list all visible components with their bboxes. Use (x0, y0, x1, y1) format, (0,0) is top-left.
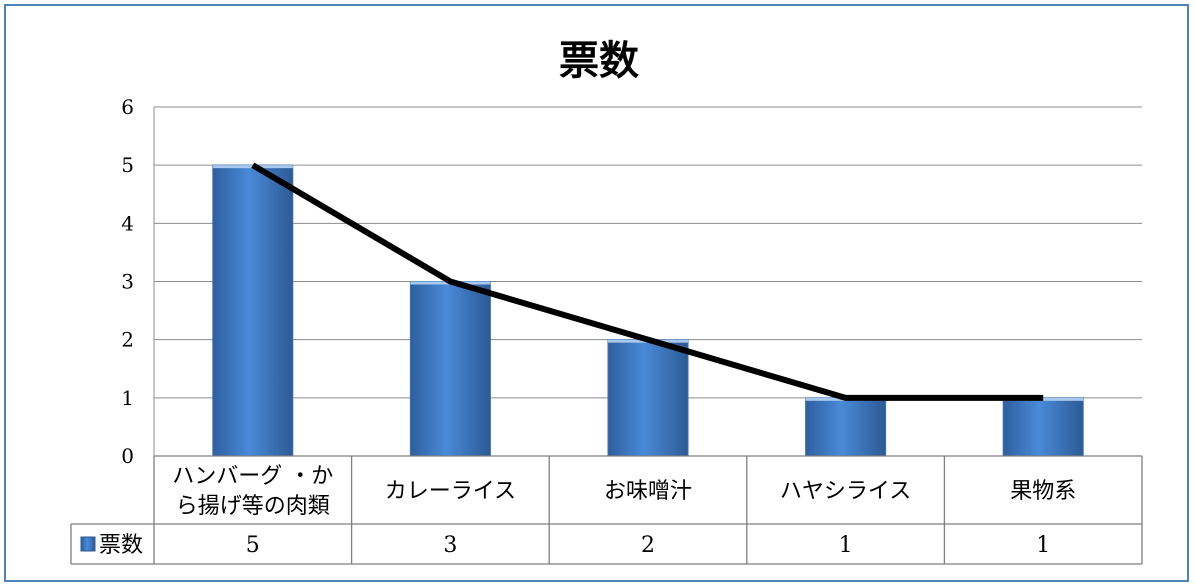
chart-title: 票数 (559, 37, 639, 84)
legend-label: 票数 (99, 533, 143, 558)
bar (1002, 397, 1084, 457)
trend-line (251, 162, 1044, 401)
y-tick-label: 6 (121, 95, 134, 119)
legend: 票数 (80, 533, 143, 558)
data-table-value: 5 (246, 533, 260, 558)
y-axis-ticks: 0 1 2 3 4 5 6 (121, 95, 134, 468)
y-tick-label: 3 (121, 270, 134, 294)
bar (212, 164, 294, 457)
y-tick-label: 5 (121, 153, 134, 177)
category-label: 果物系 (1010, 479, 1076, 504)
y-tick-label: 0 (121, 444, 134, 468)
bars (212, 164, 1084, 457)
bar (409, 281, 491, 457)
legend-swatch (80, 536, 96, 552)
y-tick-label: 1 (121, 386, 134, 410)
data-table-value: 1 (1036, 533, 1050, 558)
data-table-value: 3 (443, 533, 457, 558)
bar (607, 339, 689, 457)
y-tick-label: 4 (121, 211, 134, 235)
category-label: ハヤシライス (780, 479, 911, 504)
category-label: ら揚げ等の肉類 (176, 494, 330, 519)
category-label: お味噌汁 (604, 479, 692, 504)
y-tick-label: 2 (121, 328, 134, 352)
data-table-value: 1 (839, 533, 853, 558)
data-table-value: 2 (641, 533, 655, 558)
category-label: カレーライス (385, 479, 516, 504)
bar (805, 397, 887, 457)
trend-line-path (251, 162, 1044, 401)
category-label: ハンバーグ ・か (172, 464, 333, 489)
chart-frame: 票数 0 1 2 3 4 5 6 ハンバーグ ・か ら揚げ等の肉類 カレーライス お味噌汁 ハヤシラ… (4, 4, 1189, 582)
